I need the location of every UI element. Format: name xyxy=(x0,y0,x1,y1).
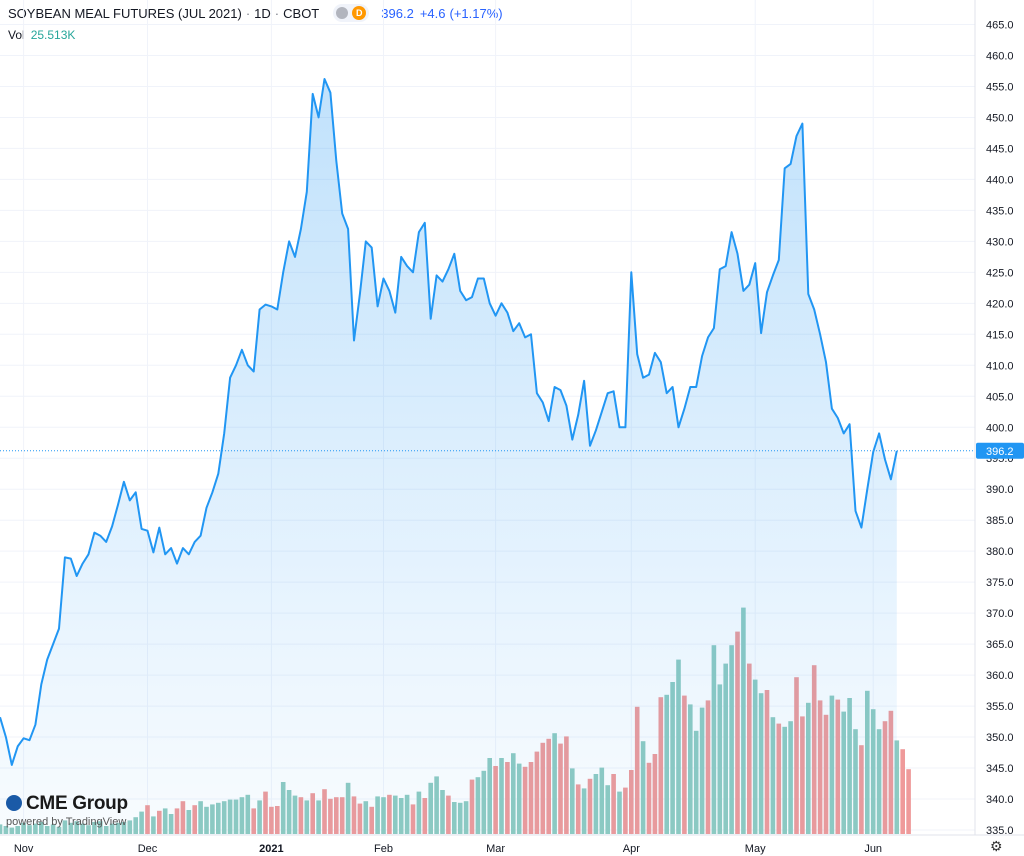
exchange-label: CBOT xyxy=(283,5,320,21)
cme-logo[interactable]: CME Group xyxy=(6,793,128,815)
time-tick-label: Jun xyxy=(864,843,882,855)
price-axis: 465.0 460.0 455.0 450.0 445.0 440.0 435.0 430.0… xyxy=(986,20,1014,838)
price-tick-label: 425.0 xyxy=(986,267,1014,279)
price-tick-label: 400.0 xyxy=(986,422,1014,434)
separator-dot: · xyxy=(274,5,280,21)
price-tick-label: 355.0 xyxy=(986,701,1014,713)
globe-icon xyxy=(6,795,22,811)
price-tick-label: 375.0 xyxy=(986,577,1014,589)
time-tick-label: Feb xyxy=(374,843,393,855)
chart-header: SOYBEAN MEAL FUTURES (JUL 2021) · 1D · C… xyxy=(8,4,503,22)
price-tick-label: 405.0 xyxy=(986,391,1014,403)
price-tick-label: 440.0 xyxy=(986,174,1014,186)
volume-label: Vol xyxy=(8,28,25,42)
volume-value: 25.513K xyxy=(30,28,76,42)
price-tick-label: 445.0 xyxy=(986,143,1014,155)
price-area-fill xyxy=(0,79,897,835)
price-tag-box xyxy=(976,442,1024,459)
price-tick-label: 340.0 xyxy=(986,794,1014,806)
interval-label[interactable]: 1D xyxy=(254,5,271,21)
market-status-pill[interactable]: D xyxy=(333,4,370,22)
price-tick-label: 410.0 xyxy=(986,360,1014,372)
price-tick-label: 380.0 xyxy=(986,546,1014,558)
price-tag-label: 396.2 xyxy=(986,446,1014,458)
time-tick-label: 2021 xyxy=(259,843,283,855)
time-tick-label: Mar xyxy=(486,843,505,855)
price-tick-label: 450.0 xyxy=(986,112,1014,124)
gear-icon[interactable]: ⚙ xyxy=(990,838,1003,854)
logo-name: CME Group xyxy=(26,793,128,814)
price-tick-label: 390.0 xyxy=(986,484,1014,496)
price-tick-label: 415.0 xyxy=(986,329,1014,341)
market-closed-icon xyxy=(336,7,349,19)
price-tick-label: 360.0 xyxy=(986,670,1014,682)
price-tick-label: 365.0 xyxy=(986,639,1014,651)
separator-dot: · xyxy=(245,5,251,21)
symbol-title[interactable]: SOYBEAN MEAL FUTURES (JUL 2021) xyxy=(8,5,242,21)
last-price: 396.2 xyxy=(381,5,414,21)
price-tick-label: 435.0 xyxy=(986,205,1014,217)
price-tick-label: 385.0 xyxy=(986,515,1014,527)
price-tag: 396.2 xyxy=(976,442,1024,459)
price-tick-label: 420.0 xyxy=(986,298,1014,310)
volume-legend[interactable]: Vol 25.513K xyxy=(8,28,75,42)
time-axis: Nov Dec 2021 Feb Mar Apr May Jun xyxy=(14,843,882,855)
price-line xyxy=(0,78,898,766)
price-tick-label: 335.0 xyxy=(986,825,1014,837)
price-tick-label: 455.0 xyxy=(986,81,1014,93)
price-tick-label: 465.0 xyxy=(986,20,1014,32)
price-tick-label: 370.0 xyxy=(986,608,1014,620)
powered-by[interactable]: powered by TradingView xyxy=(6,816,127,828)
time-tick-label: Nov xyxy=(14,843,34,855)
delayed-badge: D xyxy=(352,6,367,20)
time-tick-label: Dec xyxy=(138,843,158,855)
price-change: +4.6 xyxy=(419,5,446,21)
volume-bar xyxy=(900,749,905,834)
volume-bar xyxy=(906,769,911,834)
price-change-percent: (+1.17%) xyxy=(449,5,503,21)
time-tick-label: May xyxy=(745,843,766,855)
price-tick-label: 430.0 xyxy=(986,236,1014,248)
price-tick-label: 350.0 xyxy=(986,732,1014,744)
price-tick-label: 345.0 xyxy=(986,763,1014,775)
price-tick-label: 460.0 xyxy=(986,50,1014,62)
time-tick-label: Apr xyxy=(623,843,640,855)
